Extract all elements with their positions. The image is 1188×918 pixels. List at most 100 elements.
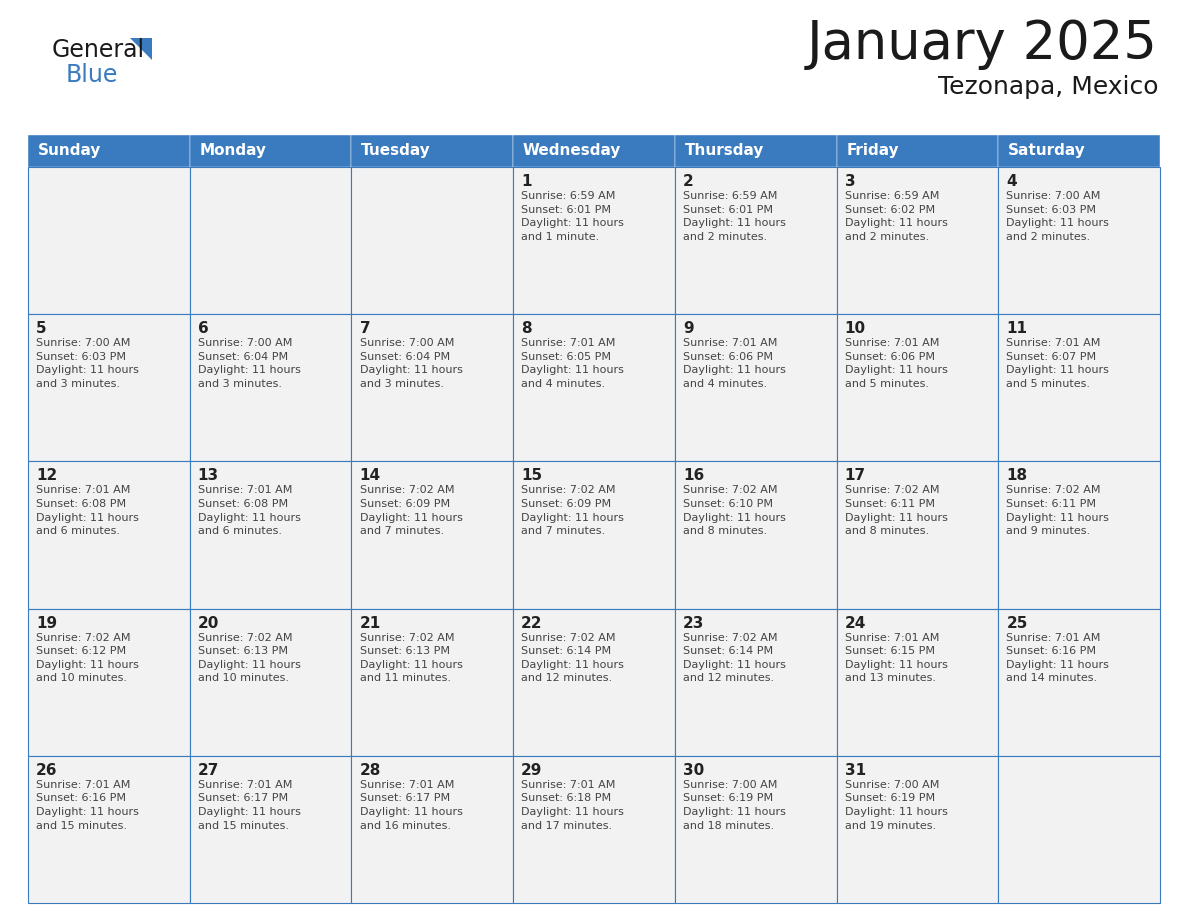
Bar [352, 167, 513, 314]
Bar [29, 609, 190, 756]
Text: Sunrise: 7:00 AM
Sunset: 6:19 PM
Daylight: 11 hours
and 18 minutes.: Sunrise: 7:00 AM Sunset: 6:19 PM Dayligh… [683, 779, 785, 831]
Text: Sunday: Sunday [38, 143, 101, 159]
Text: Tezonapa, Mexico: Tezonapa, Mexico [937, 75, 1158, 99]
Polygon shape [129, 38, 152, 60]
Bar [190, 462, 352, 609]
Text: Sunrise: 7:02 AM
Sunset: 6:09 PM
Daylight: 11 hours
and 7 minutes.: Sunrise: 7:02 AM Sunset: 6:09 PM Dayligh… [360, 486, 462, 536]
Text: 1: 1 [522, 174, 532, 189]
Text: 19: 19 [36, 616, 57, 631]
Text: Sunrise: 7:01 AM
Sunset: 6:16 PM
Daylight: 11 hours
and 14 minutes.: Sunrise: 7:01 AM Sunset: 6:16 PM Dayligh… [1006, 633, 1110, 683]
Text: Sunrise: 7:01 AM
Sunset: 6:08 PM
Daylight: 11 hours
and 6 minutes.: Sunrise: 7:01 AM Sunset: 6:08 PM Dayligh… [36, 486, 139, 536]
Bar [513, 135, 675, 167]
Text: 23: 23 [683, 616, 704, 631]
Bar [675, 167, 836, 314]
Bar [513, 756, 675, 903]
Text: Sunrise: 7:01 AM
Sunset: 6:07 PM
Daylight: 11 hours
and 5 minutes.: Sunrise: 7:01 AM Sunset: 6:07 PM Dayligh… [1006, 338, 1110, 389]
Text: Sunrise: 7:01 AM
Sunset: 6:06 PM
Daylight: 11 hours
and 4 minutes.: Sunrise: 7:01 AM Sunset: 6:06 PM Dayligh… [683, 338, 785, 389]
Text: Sunrise: 7:01 AM
Sunset: 6:17 PM
Daylight: 11 hours
and 15 minutes.: Sunrise: 7:01 AM Sunset: 6:17 PM Dayligh… [197, 779, 301, 831]
Bar [29, 135, 190, 167]
Text: Sunrise: 6:59 AM
Sunset: 6:02 PM
Daylight: 11 hours
and 2 minutes.: Sunrise: 6:59 AM Sunset: 6:02 PM Dayligh… [845, 191, 948, 241]
Text: 21: 21 [360, 616, 381, 631]
Text: 13: 13 [197, 468, 219, 484]
Text: Thursday: Thursday [684, 143, 764, 159]
Text: 12: 12 [36, 468, 57, 484]
Text: Blue: Blue [67, 63, 119, 87]
Text: Sunrise: 7:02 AM
Sunset: 6:13 PM
Daylight: 11 hours
and 11 minutes.: Sunrise: 7:02 AM Sunset: 6:13 PM Dayligh… [360, 633, 462, 683]
Text: 18: 18 [1006, 468, 1028, 484]
Bar [190, 135, 352, 167]
Text: Sunrise: 7:00 AM
Sunset: 6:03 PM
Daylight: 11 hours
and 3 minutes.: Sunrise: 7:00 AM Sunset: 6:03 PM Dayligh… [36, 338, 139, 389]
Bar [190, 167, 352, 314]
Text: Sunrise: 7:01 AM
Sunset: 6:16 PM
Daylight: 11 hours
and 15 minutes.: Sunrise: 7:01 AM Sunset: 6:16 PM Dayligh… [36, 779, 139, 831]
Text: 30: 30 [683, 763, 704, 778]
Text: Sunrise: 7:01 AM
Sunset: 6:17 PM
Daylight: 11 hours
and 16 minutes.: Sunrise: 7:01 AM Sunset: 6:17 PM Dayligh… [360, 779, 462, 831]
Text: Sunrise: 7:02 AM
Sunset: 6:11 PM
Daylight: 11 hours
and 8 minutes.: Sunrise: 7:02 AM Sunset: 6:11 PM Dayligh… [845, 486, 948, 536]
Text: General: General [52, 38, 145, 62]
Text: Saturday: Saturday [1007, 143, 1086, 159]
Bar [836, 167, 998, 314]
Bar [836, 462, 998, 609]
Text: Friday: Friday [846, 143, 899, 159]
Text: 5: 5 [36, 321, 46, 336]
Bar [998, 462, 1159, 609]
Text: 7: 7 [360, 321, 371, 336]
Text: 24: 24 [845, 616, 866, 631]
Bar [675, 756, 836, 903]
Text: 29: 29 [522, 763, 543, 778]
Text: 3: 3 [845, 174, 855, 189]
Text: Sunrise: 7:00 AM
Sunset: 6:04 PM
Daylight: 11 hours
and 3 minutes.: Sunrise: 7:00 AM Sunset: 6:04 PM Dayligh… [197, 338, 301, 389]
Text: Monday: Monday [200, 143, 266, 159]
Text: Wednesday: Wednesday [523, 143, 621, 159]
Text: 8: 8 [522, 321, 532, 336]
Text: Sunrise: 7:02 AM
Sunset: 6:10 PM
Daylight: 11 hours
and 8 minutes.: Sunrise: 7:02 AM Sunset: 6:10 PM Dayligh… [683, 486, 785, 536]
Text: Sunrise: 7:02 AM
Sunset: 6:13 PM
Daylight: 11 hours
and 10 minutes.: Sunrise: 7:02 AM Sunset: 6:13 PM Dayligh… [197, 633, 301, 683]
Text: 10: 10 [845, 321, 866, 336]
Text: 17: 17 [845, 468, 866, 484]
Text: 15: 15 [522, 468, 543, 484]
Text: 4: 4 [1006, 174, 1017, 189]
Bar [675, 135, 836, 167]
Bar [513, 314, 675, 462]
Text: Sunrise: 7:01 AM
Sunset: 6:15 PM
Daylight: 11 hours
and 13 minutes.: Sunrise: 7:01 AM Sunset: 6:15 PM Dayligh… [845, 633, 948, 683]
Text: 22: 22 [522, 616, 543, 631]
Bar [513, 462, 675, 609]
Bar [675, 314, 836, 462]
Bar [836, 756, 998, 903]
Bar [29, 314, 190, 462]
Bar [998, 135, 1159, 167]
Bar [352, 609, 513, 756]
Text: Sunrise: 7:01 AM
Sunset: 6:18 PM
Daylight: 11 hours
and 17 minutes.: Sunrise: 7:01 AM Sunset: 6:18 PM Dayligh… [522, 779, 624, 831]
Text: Sunrise: 7:02 AM
Sunset: 6:14 PM
Daylight: 11 hours
and 12 minutes.: Sunrise: 7:02 AM Sunset: 6:14 PM Dayligh… [683, 633, 785, 683]
Bar [29, 756, 190, 903]
Bar [675, 609, 836, 756]
Text: Sunrise: 7:02 AM
Sunset: 6:12 PM
Daylight: 11 hours
and 10 minutes.: Sunrise: 7:02 AM Sunset: 6:12 PM Dayligh… [36, 633, 139, 683]
Text: Sunrise: 6:59 AM
Sunset: 6:01 PM
Daylight: 11 hours
and 2 minutes.: Sunrise: 6:59 AM Sunset: 6:01 PM Dayligh… [683, 191, 785, 241]
Bar [352, 462, 513, 609]
Text: 25: 25 [1006, 616, 1028, 631]
Text: 2: 2 [683, 174, 694, 189]
Bar [190, 314, 352, 462]
Text: 20: 20 [197, 616, 219, 631]
Bar [352, 314, 513, 462]
Bar [998, 167, 1159, 314]
Bar [513, 167, 675, 314]
Bar [352, 756, 513, 903]
Text: January 2025: January 2025 [807, 18, 1158, 70]
Text: Sunrise: 7:01 AM
Sunset: 6:08 PM
Daylight: 11 hours
and 6 minutes.: Sunrise: 7:01 AM Sunset: 6:08 PM Dayligh… [197, 486, 301, 536]
Bar [998, 756, 1159, 903]
Text: Sunrise: 6:59 AM
Sunset: 6:01 PM
Daylight: 11 hours
and 1 minute.: Sunrise: 6:59 AM Sunset: 6:01 PM Dayligh… [522, 191, 624, 241]
Text: 6: 6 [197, 321, 209, 336]
Text: Sunrise: 7:02 AM
Sunset: 6:11 PM
Daylight: 11 hours
and 9 minutes.: Sunrise: 7:02 AM Sunset: 6:11 PM Dayligh… [1006, 486, 1110, 536]
Bar [29, 167, 190, 314]
Text: 27: 27 [197, 763, 219, 778]
Bar [352, 135, 513, 167]
Bar [190, 756, 352, 903]
Bar [513, 609, 675, 756]
Text: Tuesday: Tuesday [361, 143, 431, 159]
Bar [190, 609, 352, 756]
Bar [836, 609, 998, 756]
Text: Sunrise: 7:00 AM
Sunset: 6:03 PM
Daylight: 11 hours
and 2 minutes.: Sunrise: 7:00 AM Sunset: 6:03 PM Dayligh… [1006, 191, 1110, 241]
Bar [836, 314, 998, 462]
Text: 16: 16 [683, 468, 704, 484]
Text: Sunrise: 7:00 AM
Sunset: 6:04 PM
Daylight: 11 hours
and 3 minutes.: Sunrise: 7:00 AM Sunset: 6:04 PM Dayligh… [360, 338, 462, 389]
